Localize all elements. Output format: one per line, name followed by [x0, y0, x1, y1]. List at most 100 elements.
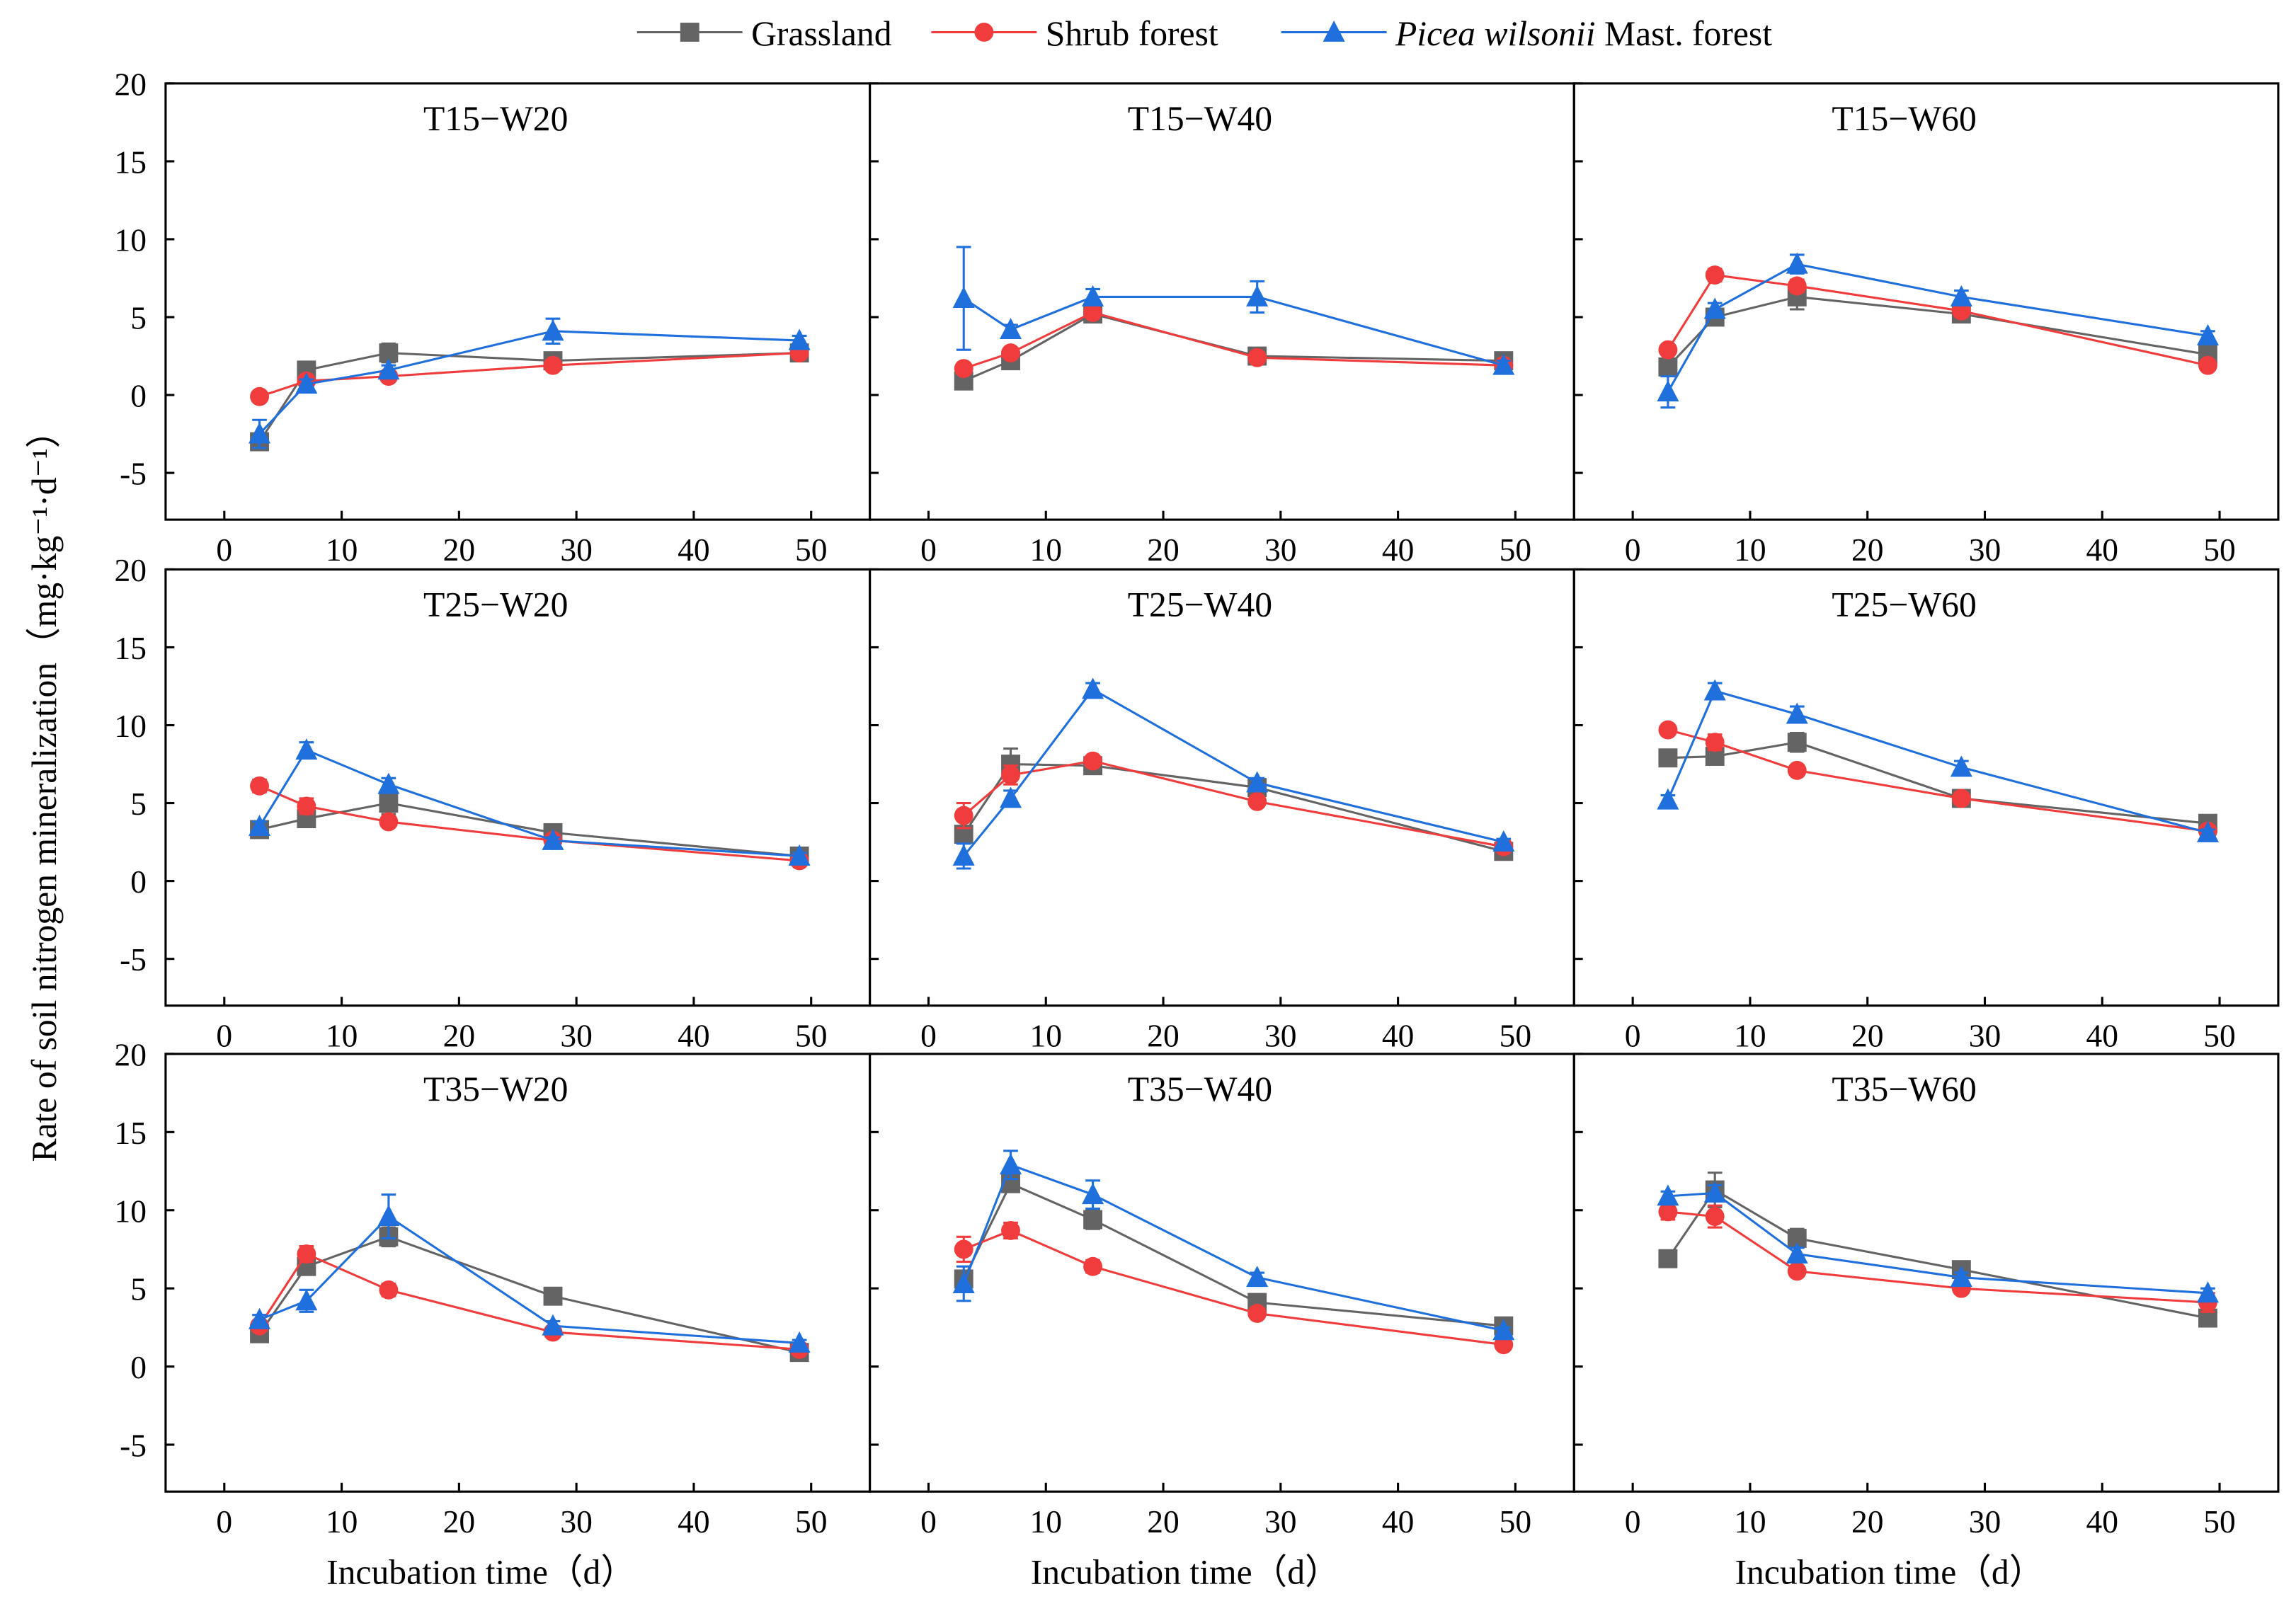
x-tick-label: 20: [1851, 1018, 1883, 1054]
data-point: [2196, 323, 2219, 345]
data-point: [1786, 252, 1808, 274]
data-point: [297, 796, 316, 816]
y-tick-label: 0: [130, 864, 147, 900]
series-triangle: [249, 1193, 811, 1353]
y-tick-label: 10: [115, 222, 147, 258]
x-tick-label: 50: [795, 532, 827, 568]
legend-marker-triangle: [1323, 20, 1345, 42]
data-point: [1658, 1249, 1678, 1268]
data-point: [1703, 1181, 1726, 1203]
data-point: [1787, 733, 1807, 752]
panel-frame: [164, 1053, 872, 1493]
panel-T35−W20: 0 10 20 30 40 50 -5 0 5 10 15 20 T35−W20 Incubation t…: [115, 1036, 872, 1592]
data-point: [2198, 355, 2217, 375]
x-tick-label: 40: [2086, 532, 2118, 568]
data-point: [1658, 340, 1678, 360]
x-tick-label: 40: [2086, 1503, 2118, 1540]
x-tick-label: 20: [443, 532, 475, 568]
x-tick-label: 40: [1382, 532, 1414, 568]
y-tick-label: 20: [115, 552, 147, 588]
series-square: [954, 1174, 1514, 1336]
panel-frame: [1572, 1053, 2280, 1493]
data-point: [1705, 733, 1725, 752]
y-tick-label: 0: [130, 378, 147, 414]
x-tick-label: 0: [216, 1018, 232, 1054]
x-tick-label: 20: [1851, 532, 1883, 568]
data-point: [295, 372, 318, 394]
data-point: [1247, 791, 1267, 811]
y-tick-label: -5: [120, 456, 147, 492]
series-square: [250, 342, 809, 452]
data-point: [1657, 380, 1679, 402]
data-point: [1657, 1184, 1679, 1206]
data-point: [954, 1239, 973, 1259]
data-point: [1787, 1261, 1807, 1281]
data-point: [1001, 343, 1020, 363]
panel-frame: [869, 568, 1575, 1007]
data-point: [954, 359, 973, 379]
panel-T15−W40: 0 10 20 30 40 50 T15−W40: [869, 82, 1575, 568]
x-tick-label: 50: [1500, 1018, 1531, 1054]
x-axis-title: Incubation time（d）: [1735, 1553, 2044, 1592]
panel-T35−W40: 0 10 20 30 40 50 T35−W40 Incubation time（d）: [869, 1053, 1575, 1592]
panel-T15−W60: 0 10 20 30 40 50 T15−W60: [1572, 82, 2280, 568]
x-tick-label: 0: [1625, 1018, 1641, 1054]
series-circle: [250, 1244, 809, 1359]
data-point: [1492, 353, 1515, 375]
legend-label-italic: Picea wilsonii: [1395, 14, 1596, 53]
data-point: [954, 806, 973, 825]
y-tick-label: -5: [120, 1428, 147, 1464]
y-tick-label: 10: [115, 1193, 147, 1229]
series-line: [1667, 689, 2208, 834]
series-square: [954, 304, 1514, 391]
data-point: [1082, 285, 1104, 306]
x-tick-label: 10: [1030, 1503, 1062, 1540]
panel-T25−W20: 0 10 20 30 40 50 -5 0 5 10 15 20 T25−W20: [115, 552, 872, 1054]
data-point: [297, 1244, 316, 1264]
data-point: [1705, 265, 1725, 285]
series-square: [1658, 731, 2217, 833]
y-tick-label: -5: [120, 941, 147, 978]
series-line: [963, 760, 1504, 848]
series-line: [258, 1235, 800, 1354]
data-point: [1000, 318, 1022, 340]
series-circle: [954, 302, 1514, 379]
series-line: [258, 784, 800, 862]
data-point: [1787, 760, 1807, 780]
legend-item: Shrub forest: [931, 14, 1218, 53]
series-triangle: [1657, 252, 2219, 409]
x-tick-label: 40: [1382, 1503, 1414, 1540]
series-line: [1667, 273, 2208, 367]
x-tick-label: 10: [326, 1018, 358, 1054]
legend-label: Grassland: [751, 14, 892, 53]
data-point: [1492, 1319, 1515, 1341]
x-tick-label: 40: [2086, 1018, 2118, 1054]
panel-T15−W20: 0 10 20 30 40 50 -5 0 5 10 15 20 T15−W20: [115, 66, 872, 568]
panel-T25−W40: 0 10 20 30 40 50 T25−W40: [869, 568, 1575, 1054]
x-tick-label: 0: [920, 532, 937, 568]
panel-title: T35−W40: [1128, 1070, 1272, 1108]
y-tick-label: 15: [115, 144, 147, 180]
data-point: [1247, 1304, 1267, 1323]
panel-title: T25−W40: [1128, 585, 1272, 624]
series-circle: [250, 776, 809, 871]
x-tick-label: 30: [560, 1503, 592, 1540]
data-point: [1492, 830, 1515, 852]
series-circle: [1658, 265, 2217, 375]
x-tick-label: 0: [920, 1503, 937, 1540]
y-tick-label: 15: [115, 1115, 147, 1151]
legend: Grassland Shrub forest Picea wilsonii Mast…: [636, 14, 1772, 53]
series-line: [962, 762, 1504, 853]
y-tick-label: 5: [130, 786, 147, 822]
legend-marker-square: [680, 23, 699, 42]
data-point: [1657, 788, 1679, 810]
series-square: [954, 747, 1514, 861]
series-square: [1658, 1171, 2217, 1328]
data-point: [250, 386, 269, 406]
panel-title: T15−W20: [423, 99, 568, 138]
x-tick-label: 30: [1264, 532, 1296, 568]
series-triangle: [952, 1150, 1515, 1341]
x-tick-label: 50: [2203, 1503, 2235, 1540]
series-line: [1667, 263, 2208, 393]
